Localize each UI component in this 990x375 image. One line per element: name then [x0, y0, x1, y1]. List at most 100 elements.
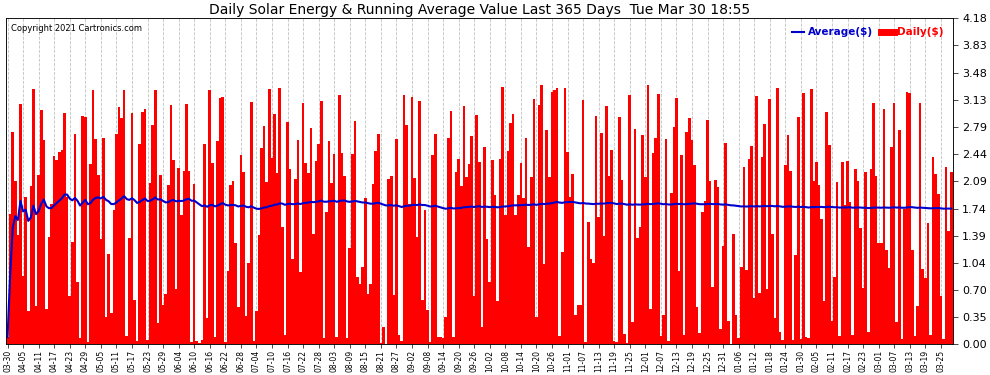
Bar	[603, 236, 605, 344]
Bar	[86, 342, 89, 344]
Bar	[25, 197, 27, 344]
Bar	[533, 99, 536, 344]
Bar	[156, 323, 159, 344]
Bar	[522, 198, 525, 344]
Bar	[888, 268, 890, 344]
Bar	[283, 335, 286, 344]
Bar	[169, 105, 172, 344]
Bar	[512, 114, 515, 344]
Bar	[747, 159, 750, 344]
Bar	[942, 339, 944, 344]
Bar	[219, 98, 222, 344]
Bar	[358, 284, 361, 344]
Bar	[616, 342, 618, 344]
Bar	[624, 334, 626, 344]
Bar	[525, 138, 528, 344]
Bar	[73, 134, 76, 344]
Bar	[639, 228, 642, 344]
Bar	[392, 295, 395, 344]
Bar	[12, 132, 14, 344]
Bar	[693, 165, 696, 344]
Bar	[320, 101, 323, 344]
Bar	[294, 179, 297, 344]
Bar	[579, 304, 582, 344]
Bar	[118, 107, 121, 344]
Bar	[901, 339, 903, 344]
Bar	[851, 335, 854, 344]
Bar	[555, 88, 558, 344]
Bar	[571, 174, 574, 344]
Bar	[102, 138, 105, 344]
Bar	[424, 210, 427, 344]
Bar	[662, 315, 664, 344]
Bar	[427, 310, 429, 344]
Bar	[382, 327, 385, 344]
Bar	[68, 296, 71, 344]
Bar	[911, 251, 914, 344]
Bar	[136, 341, 139, 344]
Bar	[675, 98, 678, 344]
Title: Daily Solar Energy & Running Average Value Last 365 Days  Tue Mar 30 18:55: Daily Solar Energy & Running Average Val…	[209, 3, 750, 17]
Bar	[30, 186, 32, 344]
Bar	[361, 267, 364, 344]
Bar	[574, 315, 576, 344]
Bar	[649, 309, 651, 344]
Bar	[6, 337, 9, 344]
Bar	[688, 118, 691, 344]
Bar	[507, 151, 509, 344]
Bar	[193, 184, 195, 344]
Bar	[896, 322, 898, 344]
Bar	[79, 338, 81, 344]
Bar	[947, 231, 950, 344]
Bar	[390, 176, 392, 344]
Bar	[481, 327, 483, 344]
Bar	[631, 322, 634, 344]
Bar	[19, 104, 22, 344]
Bar	[126, 336, 128, 344]
Bar	[843, 205, 846, 344]
Bar	[613, 341, 616, 344]
Bar	[882, 109, 885, 344]
Bar	[701, 212, 704, 344]
Bar	[167, 185, 169, 344]
Bar	[773, 318, 776, 344]
Bar	[304, 163, 307, 344]
Bar	[486, 239, 488, 344]
Bar	[43, 140, 46, 344]
Bar	[944, 166, 947, 344]
Bar	[229, 185, 232, 344]
Bar	[600, 134, 603, 344]
Bar	[794, 255, 797, 344]
Bar	[9, 214, 12, 344]
Bar	[473, 296, 475, 344]
Bar	[172, 160, 175, 344]
Bar	[642, 135, 644, 344]
Bar	[563, 88, 566, 344]
Bar	[243, 172, 245, 344]
Bar	[333, 154, 336, 344]
Bar	[483, 147, 486, 344]
Bar	[318, 144, 320, 344]
Bar	[605, 106, 608, 344]
Bar	[924, 278, 927, 344]
Bar	[766, 289, 768, 344]
Bar	[338, 95, 341, 344]
Bar	[454, 172, 457, 344]
Bar	[867, 332, 869, 344]
Bar	[403, 95, 406, 344]
Bar	[823, 301, 826, 344]
Bar	[706, 120, 709, 344]
Bar	[815, 162, 818, 344]
Bar	[864, 172, 867, 344]
Bar	[758, 293, 760, 344]
Bar	[27, 311, 30, 344]
Bar	[341, 153, 344, 344]
Bar	[364, 198, 366, 344]
Bar	[826, 112, 828, 344]
Bar	[377, 134, 379, 344]
Bar	[457, 159, 460, 344]
Bar	[105, 317, 107, 344]
Bar	[940, 296, 942, 344]
Bar	[667, 342, 670, 344]
Bar	[836, 182, 839, 344]
